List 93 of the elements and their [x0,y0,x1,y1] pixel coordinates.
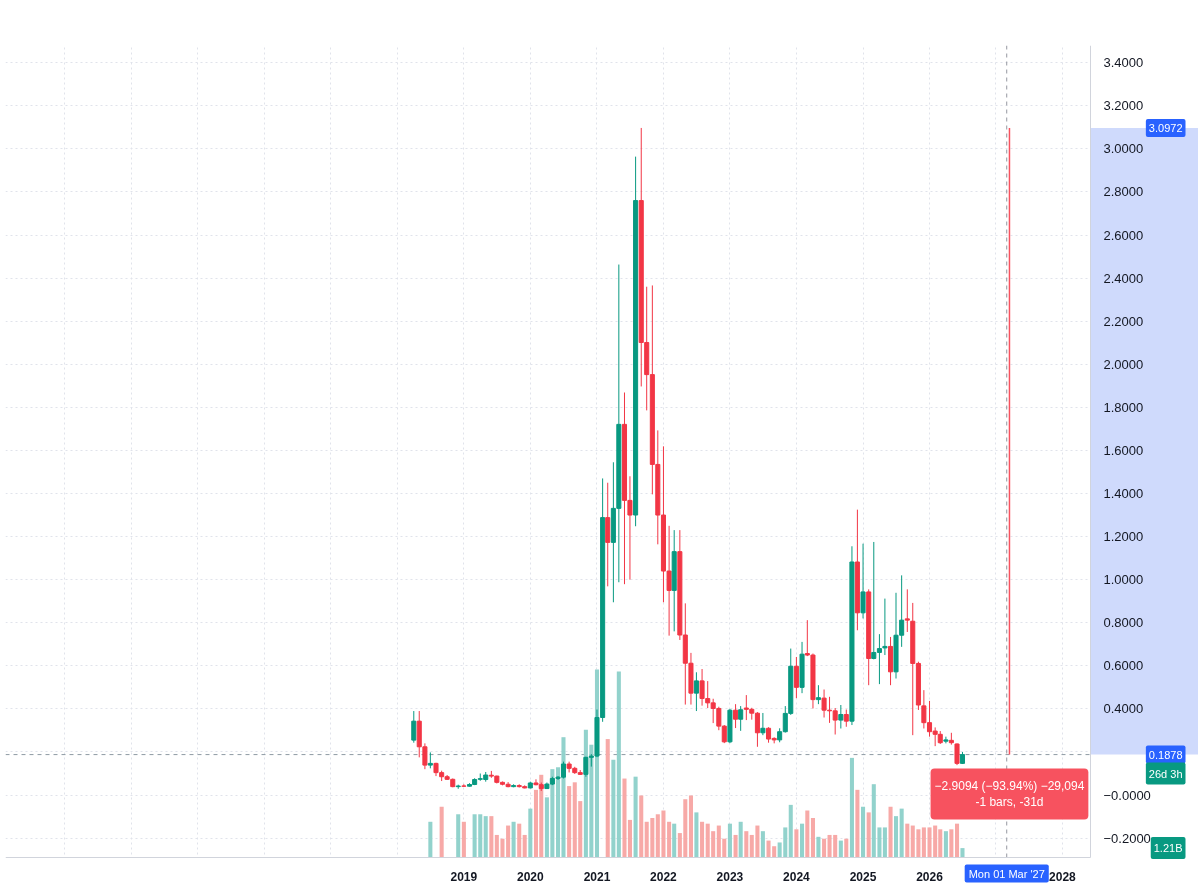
x-tick-label: 2019 [450,869,478,884]
bar [428,821,433,858]
annotation: −2.9094 (−93.94%) −29,094 [934,778,1085,793]
bar [888,806,893,858]
bar [461,821,466,858]
bar [949,829,954,858]
bar [522,834,527,858]
y-tick-label: 3.4000 [1103,55,1144,71]
bar [905,823,910,858]
bar [800,823,805,858]
y-tick-label: 3.2000 [1103,98,1144,114]
bar [866,812,871,858]
bar [700,821,705,858]
y-tick-label: 1.6000 [1103,442,1144,458]
bar [639,795,644,858]
bar [517,823,522,858]
bar [844,838,849,858]
bar [882,827,887,858]
y-tick-label: 1.0000 [1103,572,1144,588]
bar [788,804,793,858]
ref-line-label: 0.1878 [1148,748,1183,761]
text: 3.0972 [1148,121,1183,134]
x-tick-label: 2023 [716,869,744,884]
y-tick-label: 0.8000 [1103,615,1144,631]
bar [733,834,738,858]
candlestick [954,742,960,766]
bar [483,816,488,858]
bar [855,789,860,858]
candlestick [838,704,844,729]
x-tick-label: 2026 [916,869,944,884]
bar [810,818,815,858]
text: 26d 3h [1148,767,1183,780]
text: 1.21B [1153,842,1183,855]
bar [893,816,899,858]
bar [672,823,677,858]
x-tick-label: 2020 [516,869,545,884]
bar [822,838,827,858]
y-tick-label: 1.4000 [1103,486,1144,501]
y-tick-label: 3.0000 [1103,141,1144,157]
bar [456,814,461,858]
y-tick-label: 1.2000 [1103,529,1144,545]
y-tick-label: 1.8000 [1103,399,1144,415]
y-tick-label: 0.6000 [1103,658,1144,674]
candlestick [733,703,739,729]
bar [633,776,638,858]
bar [816,836,821,858]
bar [439,806,444,858]
candlestick [411,710,417,744]
bar [567,786,572,858]
y-tick-label: 0.4000 [1103,701,1144,717]
y-tick-label: −0.0000 [1103,787,1151,803]
annotation: -1 bars, -31d [975,795,1044,810]
bar [849,757,854,858]
bar [528,808,533,858]
ref-line-label: Mon 01 Mar '27 [968,867,1045,880]
bar [616,671,621,858]
x-tick-label: 2021 [583,869,611,884]
bar [511,821,516,858]
y-tick-label: 2.4000 [1103,270,1144,286]
candlestick [793,656,799,699]
candlestick [693,671,699,712]
bar [760,831,765,858]
bar [960,848,965,858]
bar [838,840,843,858]
x-tick-label: 2024 [783,869,811,884]
candlestick [760,712,766,736]
bar [489,816,494,858]
bar [954,823,960,858]
bar [805,810,810,858]
candlestick [738,705,744,732]
x-tick-label: 2025 [849,869,877,884]
bar [943,831,948,858]
bar [861,806,866,858]
y-tick-label: 2.6000 [1103,227,1144,243]
candlestick [860,543,866,619]
bar [794,829,799,858]
bar [899,808,904,858]
x-tick-label: 2022 [650,869,678,884]
y-tick-label: 2.0000 [1103,356,1144,372]
bar [611,759,616,858]
bar [738,821,743,858]
y-tick-label: 2.8000 [1103,184,1144,200]
bar [694,812,699,858]
y-tick-label: 2.2000 [1103,313,1144,329]
bar [605,739,610,858]
y-tick-label: −0.2000 [1103,830,1151,846]
x-tick-label: 2028 [1049,869,1077,884]
bar [727,823,732,858]
candlestick [904,588,910,633]
bar [667,821,672,858]
candlestick [815,684,821,705]
bar [688,795,693,858]
bar [744,831,749,858]
